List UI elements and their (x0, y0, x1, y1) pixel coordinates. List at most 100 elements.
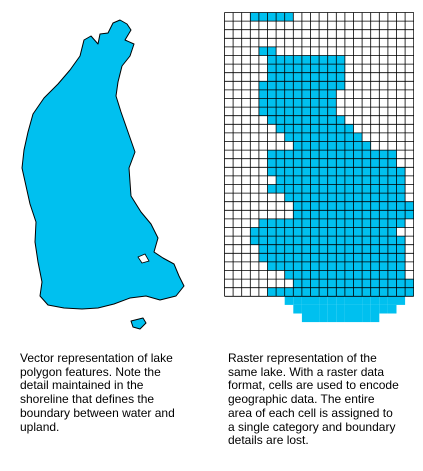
raster-water-cell (327, 124, 337, 133)
raster-water-cell (276, 89, 285, 99)
raster-water-cell (301, 141, 311, 151)
raster-water-cell (336, 210, 345, 219)
raster-water-cell (258, 46, 268, 56)
vector-caption-line: polygon features. Note the (20, 364, 161, 379)
raster-water-cell (327, 132, 337, 142)
raster-water-cell (353, 167, 363, 176)
raster-water-cell (319, 158, 328, 168)
raster-water-cell (353, 210, 363, 219)
raster-water-cell (336, 55, 345, 65)
raster-water-cell (293, 304, 302, 314)
raster-water-cell (370, 244, 380, 254)
raster-water-cell (267, 236, 277, 245)
vector-caption: Vector representation of lake polygon fe… (20, 351, 216, 434)
raster-water-cell (276, 64, 285, 73)
raster-water-cell (267, 253, 277, 262)
raster-caption-line: format, cells are used to encode (228, 378, 399, 393)
raster-water-cell (293, 261, 302, 271)
raster-water-cell (379, 296, 388, 305)
raster-water-cell (319, 218, 328, 228)
raster-water-cell (258, 12, 268, 22)
raster-water-cell (353, 227, 363, 237)
raster-water-cell (379, 227, 388, 237)
raster-water-cell (310, 227, 320, 237)
raster-water-cell (362, 167, 371, 176)
raster-water-cell (319, 236, 328, 245)
raster-water-cell (379, 150, 388, 159)
raster-water-cell (336, 167, 345, 176)
raster-water-cell (301, 313, 311, 323)
raster-water-cell (353, 193, 363, 202)
raster-water-cell (387, 175, 397, 185)
raster-water-cell (250, 227, 259, 237)
raster-water-cell (344, 158, 354, 168)
raster-water-cell (387, 158, 397, 168)
raster-water-cell (336, 304, 345, 314)
raster-water-cell (267, 184, 277, 194)
raster-water-cell (267, 72, 277, 82)
raster-water-cell (336, 270, 345, 280)
raster-water-cell (301, 107, 311, 116)
raster-water-cell (276, 115, 285, 125)
raster-water-cell (267, 287, 277, 297)
raster-water-cell (293, 150, 302, 159)
raster-water-cell (405, 279, 414, 288)
raster-water-cell (327, 201, 337, 211)
raster-water-cell (267, 107, 277, 116)
raster-water-cell (327, 227, 337, 237)
raster-water-cell (344, 279, 354, 288)
raster-water-cell (293, 158, 302, 168)
raster-water-cell (344, 270, 354, 280)
raster-water-cell (310, 167, 320, 176)
raster-water-cell (387, 201, 397, 211)
raster-water-cell (336, 64, 345, 73)
raster-water-cell (396, 201, 406, 211)
raster-water-cell (319, 89, 328, 99)
raster-water-cell (387, 304, 397, 314)
raster-water-cell (396, 261, 406, 271)
raster-water-cell (267, 244, 277, 254)
raster-caption-line: same lake. With a raster data (228, 364, 385, 379)
raster-water-cell (370, 193, 380, 202)
raster-water-cell (250, 236, 259, 245)
raster-water-cell (362, 184, 371, 194)
raster-water-cell (353, 236, 363, 245)
raster-water-cell (284, 296, 294, 305)
raster-water-cell (327, 261, 337, 271)
raster-water-cell (284, 270, 294, 280)
raster-caption-line: Raster representation of the (228, 351, 377, 365)
raster-water-cell (276, 261, 285, 271)
raster-water-cell (387, 253, 397, 262)
raster-water-cell (258, 244, 268, 254)
raster-water-cell (293, 210, 302, 219)
raster-water-cell (293, 115, 302, 125)
raster-water-cell (258, 81, 268, 90)
raster-water-cell (327, 64, 337, 73)
raster-water-cell (276, 81, 285, 90)
raster-water-cell (310, 115, 320, 125)
raster-water-cell (327, 296, 337, 305)
vector-caption-line: detail maintained in the (20, 378, 144, 393)
raster-water-cell (344, 184, 354, 194)
raster-water-cell (362, 270, 371, 280)
raster-water-cell (301, 304, 311, 314)
raster-water-cell (276, 98, 285, 108)
vector-caption-line: shoreline that defines the (20, 392, 155, 407)
raster-water-cell (310, 201, 320, 211)
raster-water-cell (353, 287, 363, 297)
raster-water-cell (267, 81, 277, 90)
raster-water-cell (327, 236, 337, 245)
raster-water-cell (293, 175, 302, 185)
raster-water-cell (310, 124, 320, 133)
raster-water-cell (276, 227, 285, 237)
raster-water-cell (319, 124, 328, 133)
raster-water-cell (362, 279, 371, 288)
raster-water-cell (353, 184, 363, 194)
raster-water-cell (396, 175, 406, 185)
raster-water-cell (327, 313, 337, 323)
raster-water-cell (336, 287, 345, 297)
raster-water-cell (293, 107, 302, 116)
lake-polygon (21, 19, 185, 310)
raster-water-cell (276, 158, 285, 168)
raster-water-cell (284, 244, 294, 254)
